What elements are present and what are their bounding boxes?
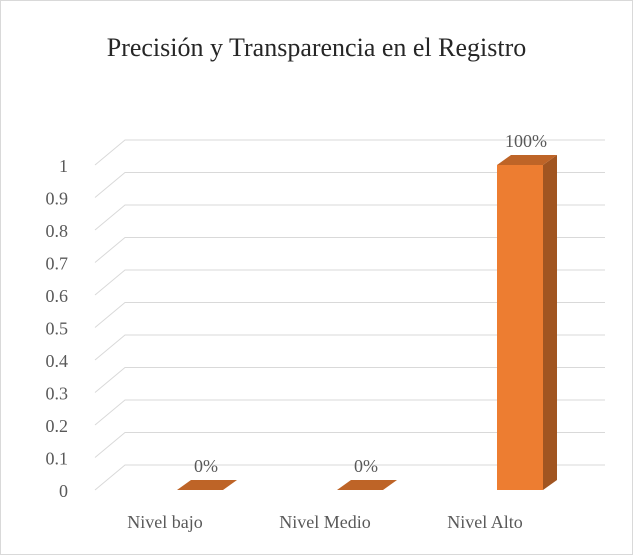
y-tick-label: 0.7 bbox=[46, 254, 69, 274]
data-label: 0% bbox=[354, 456, 378, 476]
y-tick-label: 0.2 bbox=[46, 416, 69, 436]
y-tick-label: 0.1 bbox=[46, 449, 69, 469]
bar bbox=[497, 165, 543, 490]
y-tick-label: 1 bbox=[59, 156, 68, 176]
grid-line bbox=[94, 237, 605, 263]
y-tick-label: 0.5 bbox=[46, 319, 69, 339]
x-tick-label: Nivel Medio bbox=[279, 512, 371, 532]
bar-top bbox=[177, 480, 237, 490]
grid-line bbox=[94, 432, 605, 458]
x-tick-label: Nivel Alto bbox=[447, 512, 523, 532]
y-tick-label: 0.6 bbox=[46, 286, 69, 306]
chart-title: Precisión y Transparencia en el Registro bbox=[106, 33, 527, 62]
grid-line bbox=[94, 204, 605, 231]
grid-line bbox=[94, 367, 605, 393]
grid-line bbox=[94, 172, 605, 198]
y-tick-label: 0 bbox=[59, 481, 68, 501]
grid-line bbox=[94, 269, 605, 296]
grid-line bbox=[94, 302, 605, 328]
y-tick-label: 0.8 bbox=[46, 221, 69, 241]
bar-top bbox=[337, 480, 397, 490]
data-label: 0% bbox=[194, 456, 218, 476]
x-tick-label: Nivel bajo bbox=[127, 512, 202, 532]
grid-line bbox=[94, 139, 605, 166]
bar-top bbox=[497, 155, 557, 165]
data-label: 100% bbox=[505, 131, 547, 151]
y-tick-label: 0.4 bbox=[46, 351, 69, 371]
grid-line bbox=[94, 464, 605, 491]
y-tick-label: 0.9 bbox=[46, 189, 69, 209]
y-tick-label: 0.3 bbox=[46, 384, 69, 404]
grid-line bbox=[94, 399, 605, 426]
grid-line bbox=[94, 334, 605, 361]
bar-side bbox=[543, 155, 557, 490]
